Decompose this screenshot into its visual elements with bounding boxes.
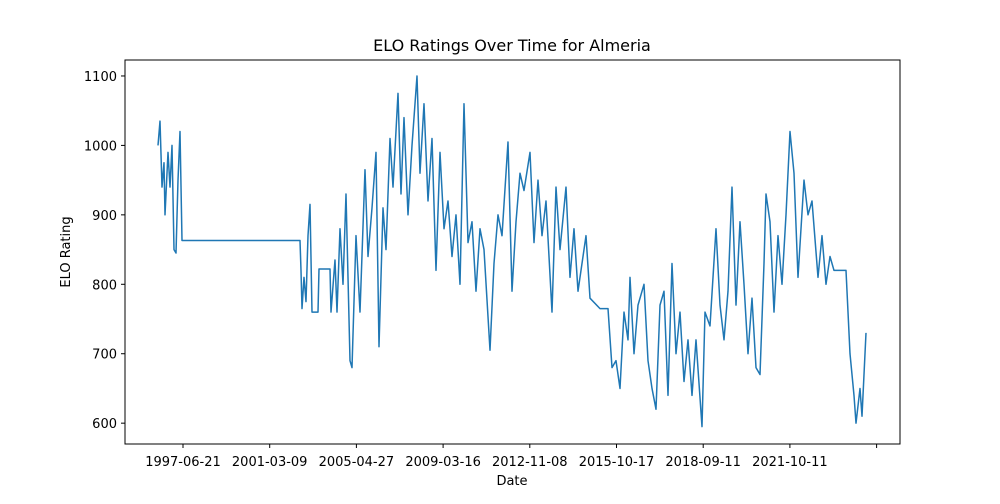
x-tick-label: 2005-04-27: [319, 455, 395, 470]
y-tick-label: 900: [92, 209, 117, 224]
x-axis-label: Date: [496, 474, 527, 489]
x-tick-label: 2015-10-17: [579, 455, 655, 470]
plot-frame: [124, 59, 901, 445]
x-tick-label: 2012-11-08: [492, 455, 568, 470]
y-tick-label: 1000: [84, 139, 117, 154]
x-tick-label: 2009-03-16: [405, 455, 481, 470]
y-axis-label: ELO Rating: [59, 216, 74, 287]
line: [157, 75, 867, 428]
x-tick-label: 1997-06-21: [145, 455, 221, 470]
y-tick-label: 600: [92, 417, 117, 432]
x-tick-label: 2018-09-11: [665, 455, 741, 470]
x-tick-label: 2001-03-09: [232, 455, 308, 470]
y-tick-label: 700: [92, 348, 117, 363]
x-tick-label: 2021-10-11: [752, 455, 828, 470]
y-tick-label: 800: [92, 278, 117, 293]
chart-title: ELO Ratings Over Time for Almeria: [373, 36, 651, 55]
y-tick-label: 1100: [84, 70, 117, 85]
